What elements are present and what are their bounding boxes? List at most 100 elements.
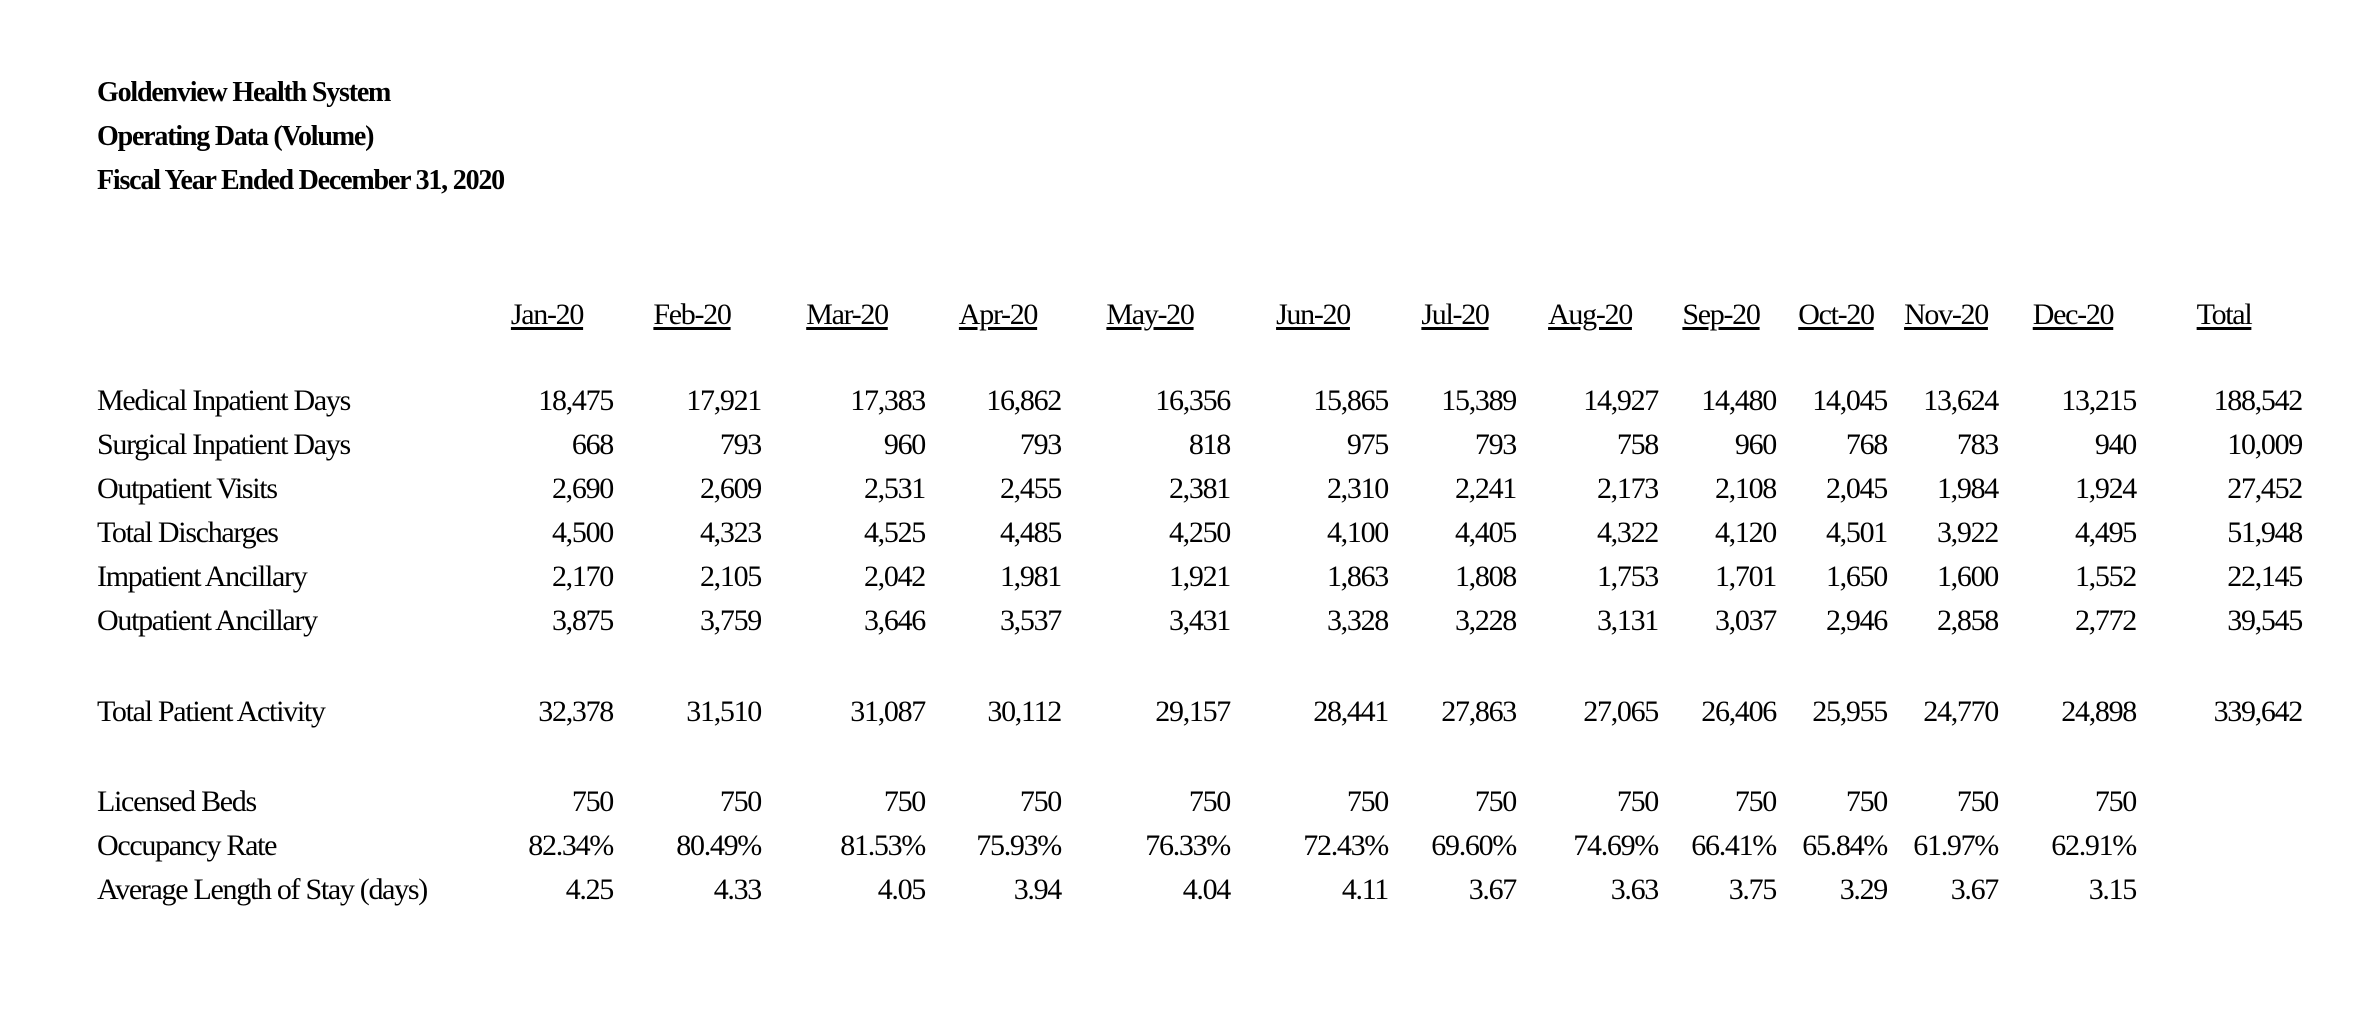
table-cell: 31,087 [850, 695, 926, 728]
table-cell: 758 [1616, 428, 1659, 461]
table-cell: 28,441 [1313, 695, 1389, 728]
table-cell: 668 [571, 428, 614, 461]
table-cell: 4,100 [1326, 516, 1389, 549]
table-cell: 72.43% [1303, 829, 1389, 862]
table-cell: 4,501 [1825, 516, 1888, 549]
table-cell: 750 [883, 785, 926, 818]
table-cell: 74.69% [1573, 829, 1659, 862]
table-cell: 2,381 [1168, 472, 1231, 505]
table-cell: 2,170 [551, 560, 614, 593]
table-cell: 975 [1346, 428, 1389, 461]
row-label: Medical Inpatient Days [97, 384, 351, 417]
table-cell: 3.15 [2088, 873, 2138, 906]
row-label: Licensed Beds [97, 785, 257, 818]
table-cell: 3,537 [999, 604, 1062, 637]
table-cell: 3.94 [1013, 873, 1063, 906]
table-cell: 24,770 [1923, 695, 1999, 728]
table-cell: 18,475 [538, 384, 614, 417]
table-cell: 750 [1188, 785, 1231, 818]
row-label: Outpatient Visits [97, 472, 278, 505]
table-cell: 3.67 [1468, 873, 1518, 906]
table-cell: 1,808 [1454, 560, 1517, 593]
table-cell: 793 [719, 428, 762, 461]
table-cell: 1,863 [1326, 560, 1389, 593]
table-cell: 4,485 [999, 516, 1062, 549]
table-cell: 2,946 [1825, 604, 1888, 637]
table-cell: 62.91% [2051, 829, 2137, 862]
table-cell: 3,759 [699, 604, 762, 637]
column-header: Nov-20 [1904, 298, 1989, 331]
table-cell: 61.97% [1913, 829, 1999, 862]
table-cell: 339,642 [2213, 695, 2304, 728]
table-cell: 4.33 [713, 873, 763, 906]
table-cell: 14,045 [1812, 384, 1888, 417]
table-cell: 4,322 [1596, 516, 1659, 549]
table-cell: 1,984 [1936, 472, 1999, 505]
table-cell: 75.93% [976, 829, 1062, 862]
row-label: Total Patient Activity [97, 695, 326, 728]
table-cell: 1,753 [1596, 560, 1659, 593]
table-cell: 31,510 [686, 695, 762, 728]
table-cell: 3.63 [1610, 873, 1660, 906]
column-header: Total [2196, 298, 2253, 331]
table-cell: 29,157 [1155, 695, 1231, 728]
table-cell: 960 [1734, 428, 1777, 461]
table-cell: 39,545 [2227, 604, 2303, 637]
table-cell: 2,241 [1454, 472, 1517, 505]
table-cell: 2,173 [1596, 472, 1659, 505]
table-cell: 1,650 [1825, 560, 1888, 593]
row-label: Surgical Inpatient Days [97, 428, 351, 461]
column-header: Oct-20 [1798, 298, 1875, 331]
table-cell: 188,542 [2213, 384, 2304, 417]
table-cell: 80.49% [676, 829, 762, 862]
column-header: Jun-20 [1276, 298, 1351, 331]
table-cell: 27,863 [1441, 695, 1517, 728]
table-cell: 51,948 [2227, 516, 2303, 549]
column-header: Jan-20 [510, 298, 584, 331]
table-cell: 750 [719, 785, 762, 818]
table-cell: 3,875 [551, 604, 614, 637]
column-header: Jul-20 [1421, 298, 1490, 331]
row-label: Impatient Ancillary [97, 560, 308, 593]
table-cell: 27,452 [2227, 472, 2303, 505]
table-cell: 3,328 [1326, 604, 1389, 637]
table-cell: 2,108 [1714, 472, 1777, 505]
table-cell: 750 [1956, 785, 1999, 818]
table-cell: 1,701 [1714, 560, 1777, 593]
table-cell: 3,131 [1596, 604, 1659, 637]
table-cell: 4,405 [1454, 516, 1517, 549]
table-cell: 2,772 [2074, 604, 2137, 637]
table-cell: 3.67 [1950, 873, 2000, 906]
table-cell: 4.04 [1182, 873, 1232, 906]
row-label: Total Discharges [97, 516, 279, 549]
table-cell: 768 [1845, 428, 1888, 461]
table-cell: 793 [1474, 428, 1517, 461]
table-cell: 2,042 [863, 560, 926, 593]
table-cell: 26,406 [1701, 695, 1777, 728]
table-cell: 2,858 [1936, 604, 1999, 637]
table-cell: 27,065 [1583, 695, 1659, 728]
table-cell: 16,862 [986, 384, 1062, 417]
row-label: Average Length of Stay (days) [97, 873, 428, 906]
table-cell: 1,981 [999, 560, 1062, 593]
table-cell: 17,921 [686, 384, 762, 417]
table-cell: 14,927 [1583, 384, 1659, 417]
table-cell: 81.53% [840, 829, 926, 862]
table-cell: 1,552 [2074, 560, 2137, 593]
table-cell: 750 [1474, 785, 1517, 818]
table-cell: 750 [1346, 785, 1389, 818]
column-header: May-20 [1106, 298, 1194, 331]
table-cell: 2,455 [999, 472, 1062, 505]
table-cell: 750 [2094, 785, 2137, 818]
table-cell: 13,215 [2061, 384, 2137, 417]
table-cell: 3.29 [1839, 873, 1889, 906]
table-cell: 783 [1956, 428, 1999, 461]
report-subtitle: Operating Data (Volume) [97, 121, 374, 152]
table-cell: 1,600 [1936, 560, 1999, 593]
column-header: Mar-20 [806, 298, 889, 331]
table-cell: 15,865 [1313, 384, 1389, 417]
organization-name: Goldenview Health System [97, 77, 391, 108]
table-cell: 750 [1734, 785, 1777, 818]
table-cell: 1,924 [2074, 472, 2137, 505]
table-cell: 2,105 [699, 560, 762, 593]
